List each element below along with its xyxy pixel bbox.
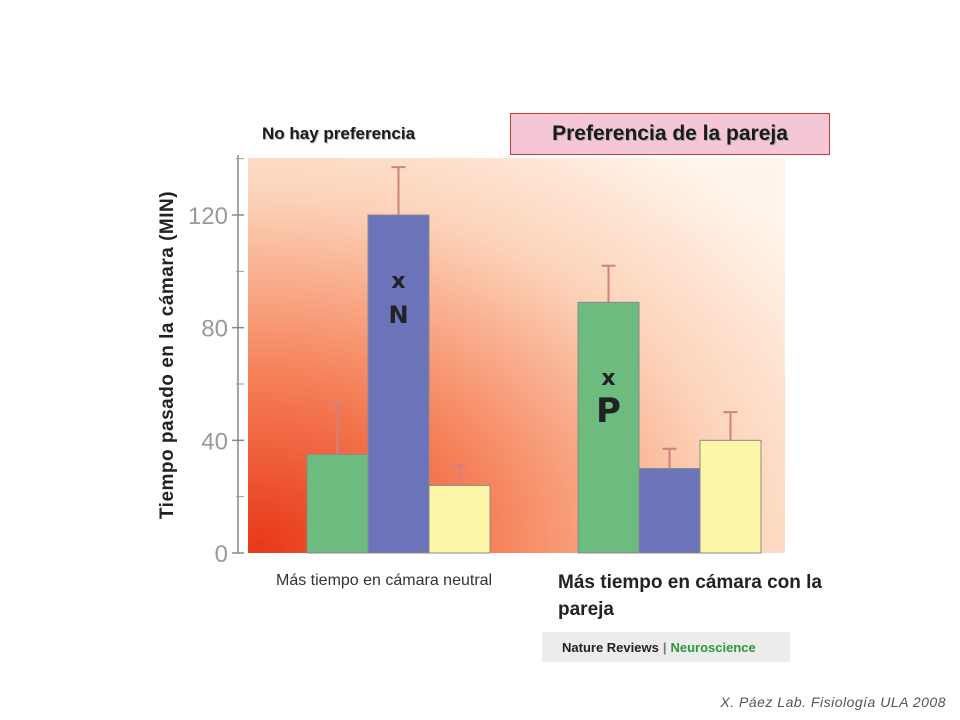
bar-partner-1: [577, 301, 640, 554]
marker-p-star: x: [601, 366, 615, 391]
group-subtitle-no-preference: No hay preferencia: [262, 124, 416, 143]
marker-n-star: x: [391, 269, 405, 294]
y-tick-label: 0: [215, 541, 228, 568]
y-axis-label: Tiempo pasado en la cámara (MIN): [157, 190, 178, 520]
logo-separator: |: [662, 639, 667, 655]
group-subtitle-partner-preference: Preferencia de la pareja: [510, 113, 830, 155]
y-tick-label: 40: [201, 428, 228, 455]
bar-neutral-2: [367, 214, 430, 554]
bar-partner-3: [699, 439, 762, 554]
logo-journal: Neuroscience: [670, 639, 756, 655]
bar-partner-2: [638, 468, 701, 554]
y-tick-label: 120: [188, 203, 228, 230]
y-tick-label: 80: [201, 316, 228, 343]
bar-neutral-1: [306, 453, 369, 554]
journal-logo: Nature Reviews | Neuroscience: [542, 632, 790, 662]
group-caption-partner: Más tiempo en cámara con la pareja: [558, 572, 822, 620]
marker-n-letter: N: [388, 301, 408, 329]
marker-p-letter: P: [596, 391, 621, 431]
footer-credit: X. Páez Lab. Fisiología ULA 2008: [720, 694, 946, 710]
bar-neutral-3: [428, 484, 491, 554]
logo-brand: Nature Reviews: [562, 639, 659, 655]
group-caption-neutral: Más tiempo en cámara neutral: [276, 572, 493, 589]
